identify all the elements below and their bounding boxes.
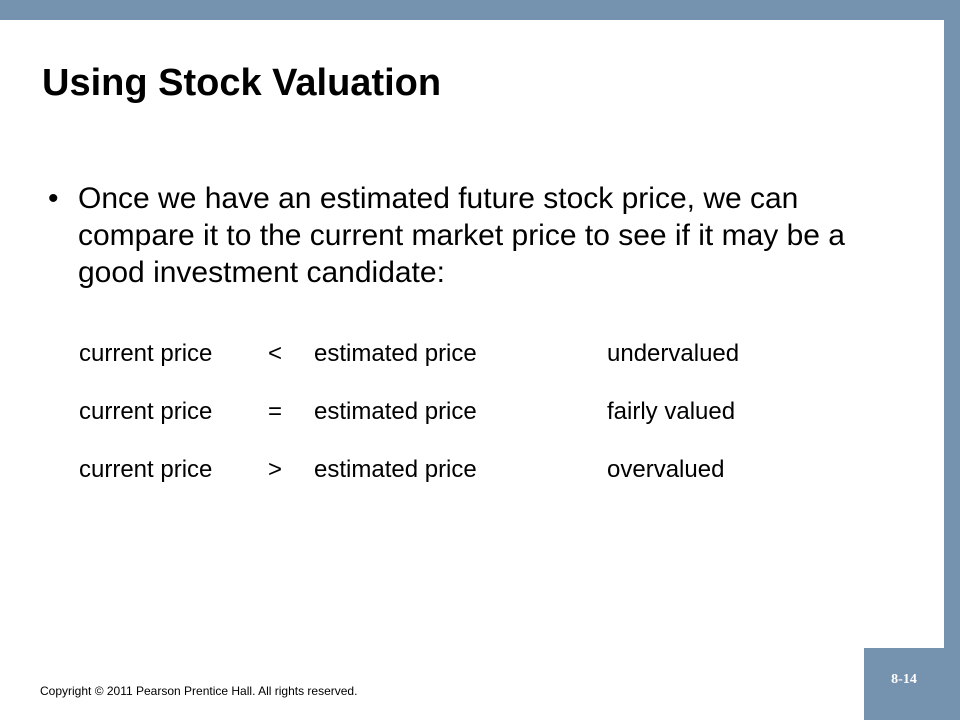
bullet-text: Once we have an estimated future stock p… xyxy=(78,182,845,289)
slide-title: Using Stock Valuation xyxy=(42,62,442,104)
comparison-left-term: current price xyxy=(79,340,213,367)
comparison-operator: > xyxy=(268,456,283,483)
copyright-notice: Copyright © 2011 Pearson Prentice Hall. … xyxy=(40,684,358,698)
comparison-left-term: current price xyxy=(79,456,213,483)
comparison-right-term: estimated price xyxy=(314,340,477,367)
page-number-box xyxy=(864,648,960,720)
bullet-item: • Once we have an estimated future stock… xyxy=(48,180,868,291)
comparison-operator: = xyxy=(268,398,283,425)
comparison-result: fairly valued xyxy=(607,398,736,425)
right-frame-bar xyxy=(944,0,960,720)
top-frame-bar xyxy=(0,0,960,20)
comparison-operator: < xyxy=(268,340,283,367)
comparison-result: overvalued xyxy=(607,456,725,483)
comparison-left-term: current price xyxy=(79,398,213,425)
comparison-right-term: estimated price xyxy=(314,398,477,425)
comparison-right-term: estimated price xyxy=(314,456,477,483)
page-number: 8-14 xyxy=(891,672,917,687)
bullet-marker: • xyxy=(48,182,59,215)
comparison-result: undervalued xyxy=(607,340,740,367)
